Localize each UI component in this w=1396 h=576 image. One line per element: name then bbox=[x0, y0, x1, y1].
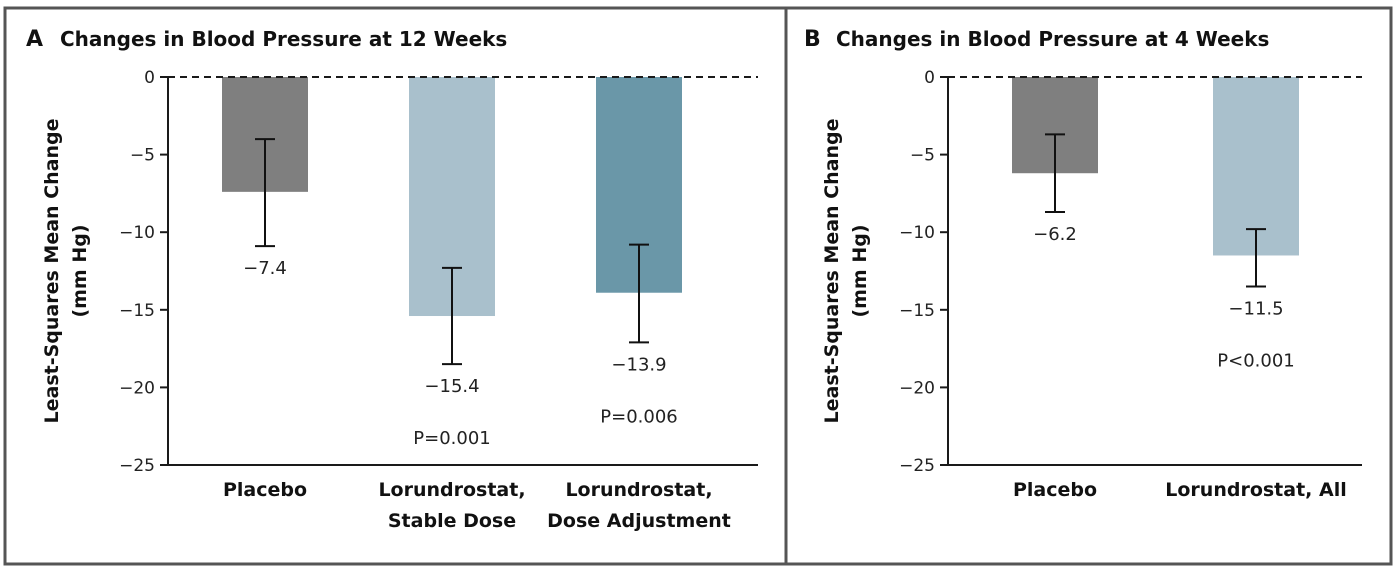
panel-b-plot: 0 −5 −10 −15 −20 −25 Least-Squares Mean Change… bbox=[821, 68, 1362, 501]
y-tick-label-b: −15 bbox=[899, 301, 935, 321]
value-label-b-2: −11.5 bbox=[1228, 299, 1283, 320]
y-tick-label-a: −25 bbox=[119, 456, 155, 476]
panel-a-plot: 0 −5 −10 −15 −20 −25 Least-Squares Mean Change… bbox=[41, 68, 758, 532]
panel-b-title: Changes in Blood Pressure at 4 Weeks bbox=[836, 27, 1269, 51]
category-label-a-3: Lorundrostat, bbox=[565, 479, 712, 501]
panel-a: A Changes in Blood Pressure at 12 Weeks … bbox=[26, 27, 758, 532]
panel-b-letter: B bbox=[804, 27, 821, 52]
y-tick-label-b: 0 bbox=[924, 68, 935, 88]
panel-b: B Changes in Blood Pressure at 4 Weeks 0… bbox=[804, 27, 1362, 501]
bar-b-2 bbox=[1213, 77, 1299, 256]
y-tick-label-b: −10 bbox=[899, 223, 935, 243]
panel-a-letter: A bbox=[26, 27, 43, 52]
category-label-b-1: Placebo bbox=[1013, 479, 1097, 501]
value-label-b-1: −6.2 bbox=[1033, 224, 1077, 245]
p-value-a-2: P=0.001 bbox=[413, 428, 490, 449]
category-label-a-2: Stable Dose bbox=[388, 510, 516, 532]
value-label-a-2: −15.4 bbox=[424, 376, 479, 397]
value-label-a-3: −13.9 bbox=[611, 354, 666, 375]
y-axis-label-unit-b: (mm Hg) bbox=[849, 224, 871, 317]
y-axis-label-b: Least-Squares Mean Change bbox=[821, 119, 843, 424]
y-tick-label-a: 0 bbox=[144, 68, 155, 88]
category-label-a-2: Lorundrostat, bbox=[378, 479, 525, 501]
p-value-a-3: P=0.006 bbox=[600, 406, 677, 427]
category-label-a-1: Placebo bbox=[223, 479, 307, 501]
value-label-a-1: −7.4 bbox=[243, 258, 287, 279]
y-axis-label-unit-a: (mm Hg) bbox=[69, 224, 91, 317]
p-value-b-2: P<0.001 bbox=[1217, 351, 1294, 372]
y-tick-label-b: −20 bbox=[899, 378, 935, 398]
y-tick-label-a: −15 bbox=[119, 301, 155, 321]
y-tick-label-b: −25 bbox=[899, 456, 935, 476]
y-tick-label-b: −5 bbox=[910, 146, 935, 166]
category-label-b-2: Lorundrostat, All bbox=[1165, 479, 1346, 501]
y-tick-label-a: −5 bbox=[130, 146, 155, 166]
y-tick-label-a: −20 bbox=[119, 378, 155, 398]
y-tick-label-a: −10 bbox=[119, 223, 155, 243]
category-label-a-3: Dose Adjustment bbox=[547, 510, 731, 532]
panel-a-title: Changes in Blood Pressure at 12 Weeks bbox=[60, 27, 507, 51]
y-axis-label-a: Least-Squares Mean Change bbox=[41, 119, 63, 424]
